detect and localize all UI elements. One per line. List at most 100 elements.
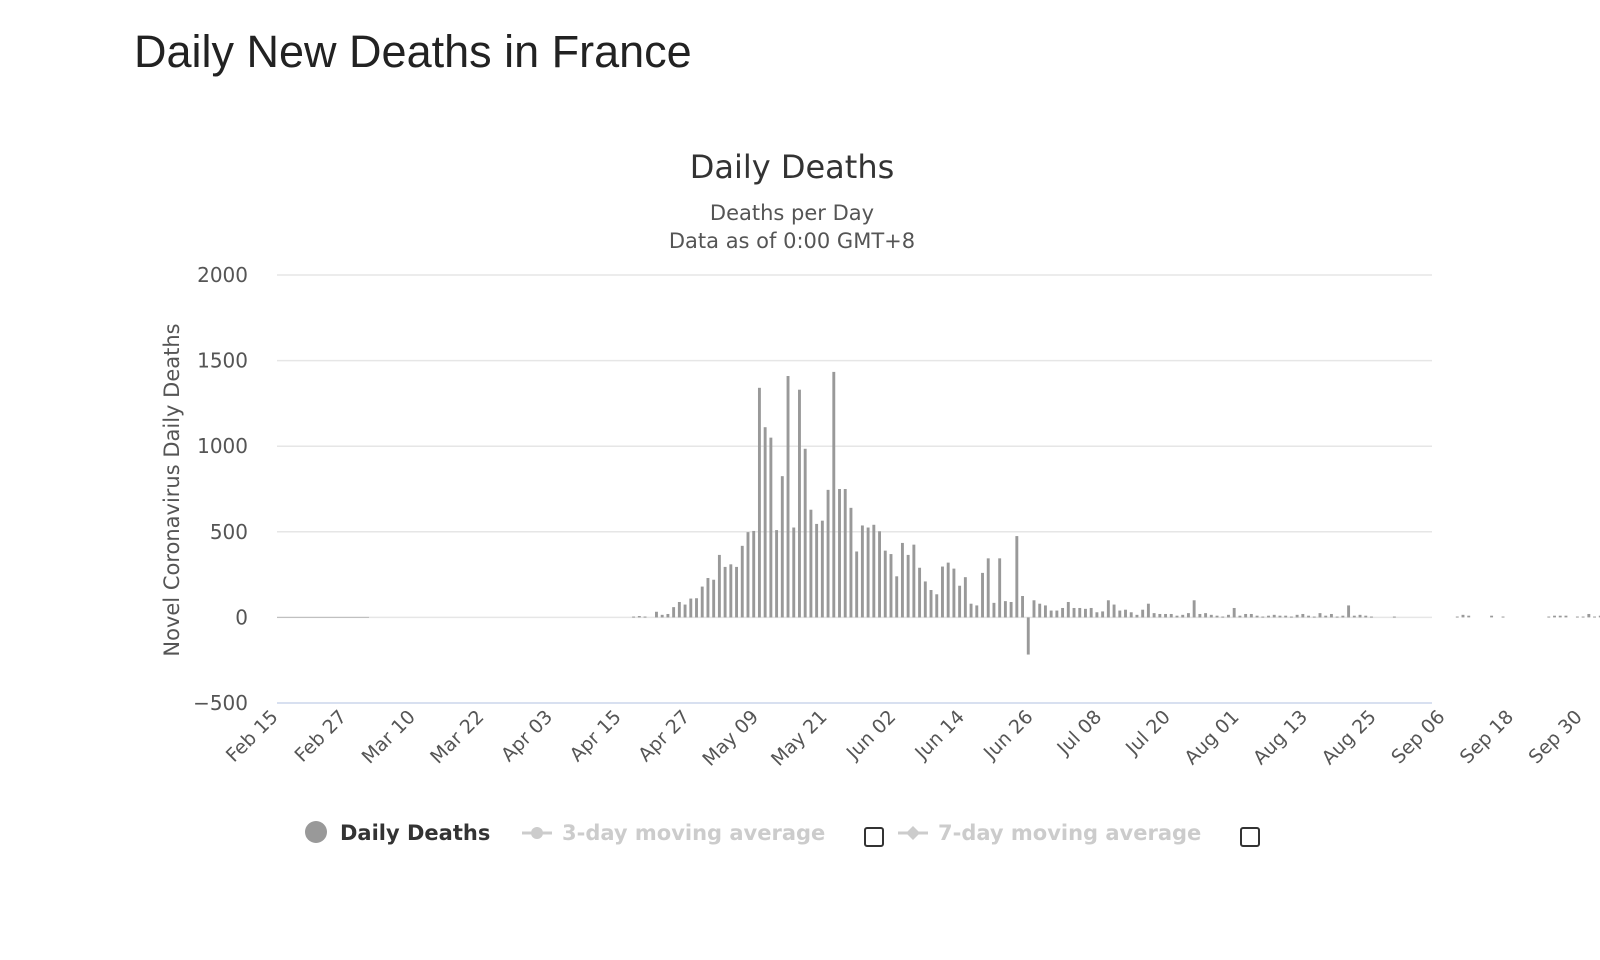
bar: [1084, 608, 1087, 618]
bar: [643, 616, 647, 618]
bar: [666, 613, 670, 618]
bar: [769, 437, 773, 618]
line-circle-icon-marker: [531, 827, 543, 839]
bar: [1581, 616, 1585, 618]
bar: [700, 586, 704, 618]
bar: [975, 605, 979, 618]
bar: [1318, 613, 1322, 618]
bar: [1347, 605, 1351, 618]
bar: [1553, 615, 1556, 618]
circle-icon: [305, 821, 327, 843]
x-tick-label: Jun 14: [910, 706, 969, 765]
bar: [735, 566, 738, 618]
bar: [860, 525, 864, 618]
line-diamond-icon-marker: [906, 826, 920, 840]
bar: [981, 572, 984, 618]
bar: [1587, 613, 1591, 618]
bar: [803, 448, 807, 618]
y-tick-label: 1000: [197, 434, 248, 458]
bar: [1249, 613, 1253, 618]
bar: [712, 579, 716, 618]
bar: [1547, 616, 1551, 618]
bar: [1124, 609, 1127, 618]
bar: [826, 489, 830, 618]
x-tick-label: Apr 27: [634, 706, 694, 766]
bar: [946, 562, 950, 618]
bar: [786, 376, 790, 618]
bar: [637, 616, 641, 618]
7-day-moving-average-checkbox[interactable]: [1240, 827, 1260, 847]
bar: [1255, 615, 1259, 618]
bar: [1575, 616, 1579, 618]
bar: [969, 603, 973, 618]
bar: [963, 577, 967, 618]
legend-daily-deaths: Daily Deaths: [340, 821, 490, 845]
bar: [1129, 612, 1133, 618]
bar: [1490, 615, 1494, 618]
bar: [1152, 613, 1156, 618]
bar: [1106, 600, 1110, 618]
bar: [1358, 614, 1362, 618]
x-tick-label: May 09: [698, 706, 763, 771]
bar: [683, 604, 687, 618]
bar: [815, 523, 819, 618]
bar: [878, 531, 881, 618]
bar: [672, 607, 676, 618]
bar: [1598, 615, 1600, 618]
bar: [998, 558, 1002, 618]
y-tick-label: 2000: [197, 263, 248, 287]
bar: [1227, 614, 1230, 618]
bar: [923, 581, 927, 618]
bar: [1095, 612, 1099, 618]
bar: [1593, 616, 1596, 618]
bar: [1301, 613, 1305, 618]
bar: [1141, 609, 1145, 618]
legend-3-day-average: 3-day moving average: [562, 821, 825, 845]
bar: [1564, 615, 1568, 618]
bar: [1101, 611, 1105, 618]
x-tick-label: Aug 25: [1318, 706, 1381, 769]
bar: [958, 585, 962, 618]
bar: [1043, 605, 1047, 618]
bar: [1135, 614, 1139, 618]
bar: [809, 509, 813, 618]
x-tick-label: Jun 02: [842, 706, 901, 765]
bar: [689, 598, 693, 618]
3-day-moving-average-checkbox[interactable]: [864, 827, 884, 847]
bar: [723, 566, 727, 618]
y-tick-label: 500: [210, 520, 248, 544]
bar: [941, 566, 944, 618]
bar: [900, 542, 904, 618]
bar: [752, 530, 756, 618]
bar: [660, 614, 664, 618]
bar: [1329, 613, 1333, 618]
bar: [820, 520, 824, 618]
bar: [1078, 607, 1082, 618]
bar: [1118, 610, 1122, 618]
bar: [677, 601, 681, 618]
bar: [838, 489, 841, 618]
y-tick-label: −500: [193, 691, 248, 715]
bar: [866, 527, 870, 618]
bar: [1238, 615, 1242, 618]
bar: [1164, 613, 1167, 618]
x-tick-label: Jun 26: [979, 706, 1038, 765]
legend-7-day-average: 7-day moving average: [938, 821, 1201, 845]
bar: [1072, 607, 1076, 618]
x-tick-label: Aug 01: [1180, 706, 1243, 769]
bar: [843, 489, 847, 618]
bar: [729, 564, 733, 618]
bar: [992, 602, 996, 618]
bar: [757, 387, 761, 618]
x-tick-label: Jul 08: [1052, 706, 1106, 760]
bar: [1175, 615, 1179, 618]
page-title: Daily New Deaths in France: [134, 26, 692, 77]
y-tick-label: 1500: [197, 349, 248, 373]
bar: [1272, 614, 1276, 618]
bar: [775, 530, 779, 618]
bar: [832, 371, 836, 618]
bar: [1015, 536, 1019, 618]
bar: [1261, 616, 1265, 618]
chart-title: Daily Deaths: [690, 148, 895, 186]
